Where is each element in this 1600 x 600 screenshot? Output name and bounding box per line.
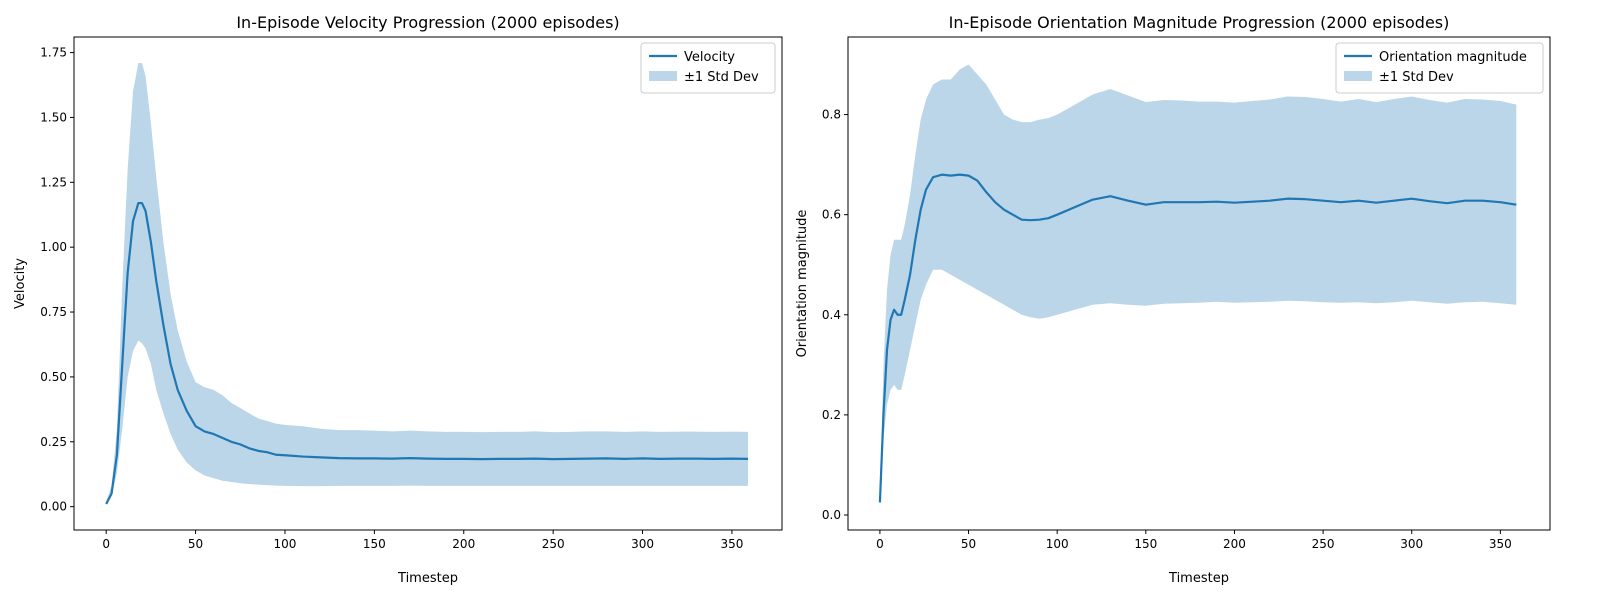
legend-entry-line: Orientation magnitude	[1379, 50, 1527, 65]
y-axis-label: Velocity	[13, 258, 28, 309]
std-dev-band	[106, 62, 749, 505]
y-tick-label: 0.0	[822, 508, 841, 522]
x-tick-label: 250	[1312, 537, 1335, 551]
y-tick-label: 1.25	[40, 175, 67, 189]
x-tick-label: 350	[720, 537, 743, 551]
y-tick-label: 0.25	[40, 435, 67, 449]
x-tick-label: 300	[631, 537, 654, 551]
x-tick-label: 100	[1046, 537, 1069, 551]
legend-band-swatch	[1344, 71, 1372, 81]
series-line	[105, 201, 749, 505]
plot-frame	[847, 36, 1551, 531]
legend-entry-band: ±1 Std Dev	[1379, 70, 1454, 85]
series-line	[878, 173, 1517, 503]
legend-box	[1335, 42, 1544, 94]
x-tick-label: 300	[1400, 537, 1423, 551]
legend-band-swatch	[649, 71, 677, 81]
legend: Velocity ±1 Std Dev	[640, 42, 776, 94]
plot-frame	[73, 36, 783, 531]
x-axis-label: Timestep	[397, 571, 458, 586]
y-tick-label: 0.00	[40, 500, 67, 514]
legend-entry-band: ±1 Std Dev	[684, 70, 759, 85]
y-axis-label: Orientation magnitude	[795, 210, 810, 358]
std-dev-band	[879, 64, 1517, 503]
x-tick-label: 150	[363, 537, 386, 551]
x-tick-label: 200	[1223, 537, 1246, 551]
orientation-chart: 0 50 100 150 200 250 300 350 0.0 0.2 0.4 0.6 0.8 In-E…	[795, 13, 1551, 586]
x-tick-label: 0	[876, 537, 884, 551]
chart-title: In-Episode Velocity Progression (2000 ep…	[236, 13, 619, 32]
y-tick-label: 0.4	[822, 308, 841, 322]
y-tick-label: 0.2	[822, 408, 841, 422]
x-axis-label: Timestep	[1168, 571, 1229, 586]
y-tick-label: 1.50	[40, 110, 67, 124]
legend-entry-line: Velocity	[684, 50, 735, 65]
y-tick-label: 0.75	[40, 305, 67, 319]
chart-title: In-Episode Orientation Magnitude Progres…	[949, 13, 1450, 32]
x-tick-label: 50	[961, 537, 976, 551]
x-tick-label: 100	[274, 537, 297, 551]
x-tick-label: 50	[188, 537, 203, 551]
y-tick-label: 1.00	[40, 240, 67, 254]
y-tick-label: 0.8	[822, 108, 841, 122]
x-tick-label: 250	[542, 537, 565, 551]
x-tick-label: 200	[452, 537, 475, 551]
velocity-chart: 0 50 100 150 200 250 300 350 0.00 0.25 0.50 0.75 1.0…	[13, 13, 783, 586]
y-tick-label: 1.75	[40, 46, 67, 60]
x-tick-label: 0	[102, 537, 110, 551]
legend: Orientation magnitude ±1 Std Dev	[1335, 42, 1544, 94]
x-tick-label: 350	[1489, 537, 1512, 551]
y-tick-label: 0.50	[40, 370, 67, 384]
x-tick-label: 150	[1134, 537, 1157, 551]
y-tick-label: 0.6	[822, 208, 841, 222]
